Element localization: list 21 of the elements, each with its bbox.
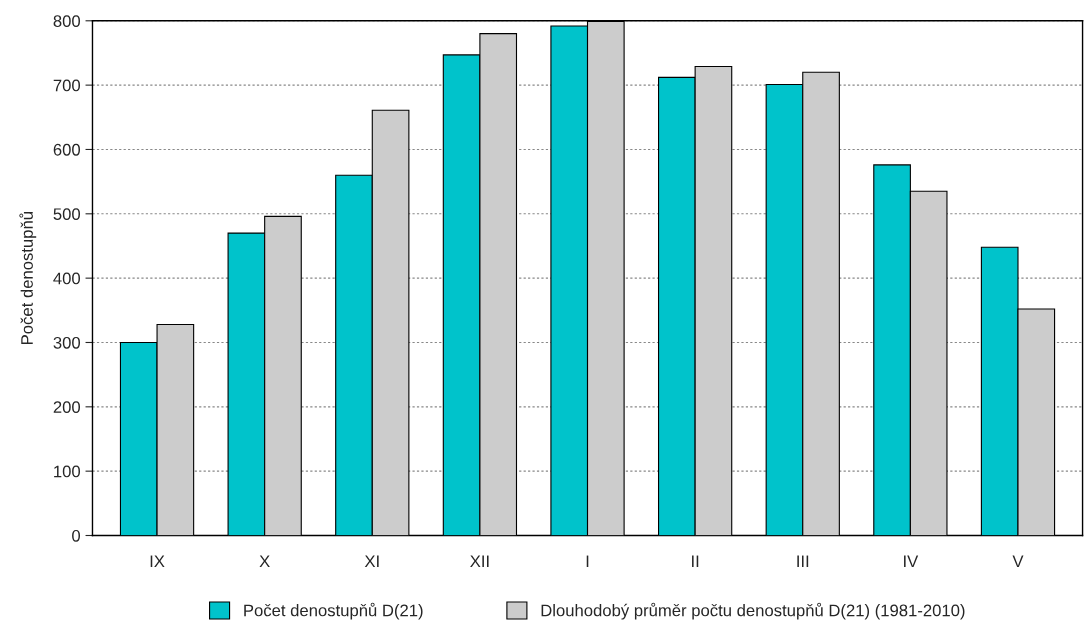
y-tick-label: 500 <box>53 208 81 221</box>
x-tick-label: II <box>692 555 699 568</box>
x-tick-label: I <box>586 555 589 568</box>
y-axis-title: Počet denostupňů <box>19 212 37 344</box>
x-tick-label: III <box>797 555 809 568</box>
y-tick-label: 100 <box>54 465 81 478</box>
y-tick-label: 200 <box>53 401 81 414</box>
legend-label: Počet denostupňů D(21) <box>244 602 423 620</box>
legend-label: Dlouhodobý průměr počtu denostupňů D(21) (1981-2010) <box>541 602 965 620</box>
x-tick-label: XII <box>470 555 489 568</box>
y-tick-label: 400 <box>53 272 81 285</box>
x-tick-label: IX <box>150 555 165 568</box>
y-tick-label: 300 <box>53 336 81 349</box>
y-tick-label: 600 <box>53 143 81 156</box>
y-tick-label: 0 <box>72 529 81 542</box>
y-tick-label: 700 <box>53 79 81 92</box>
y-tick-label: 800 <box>53 15 81 27</box>
x-tick-label: XI <box>364 555 379 568</box>
x-tick-label: IV <box>904 555 919 568</box>
x-tick-label: X <box>259 555 270 568</box>
x-tick-label: V <box>1012 555 1024 568</box>
